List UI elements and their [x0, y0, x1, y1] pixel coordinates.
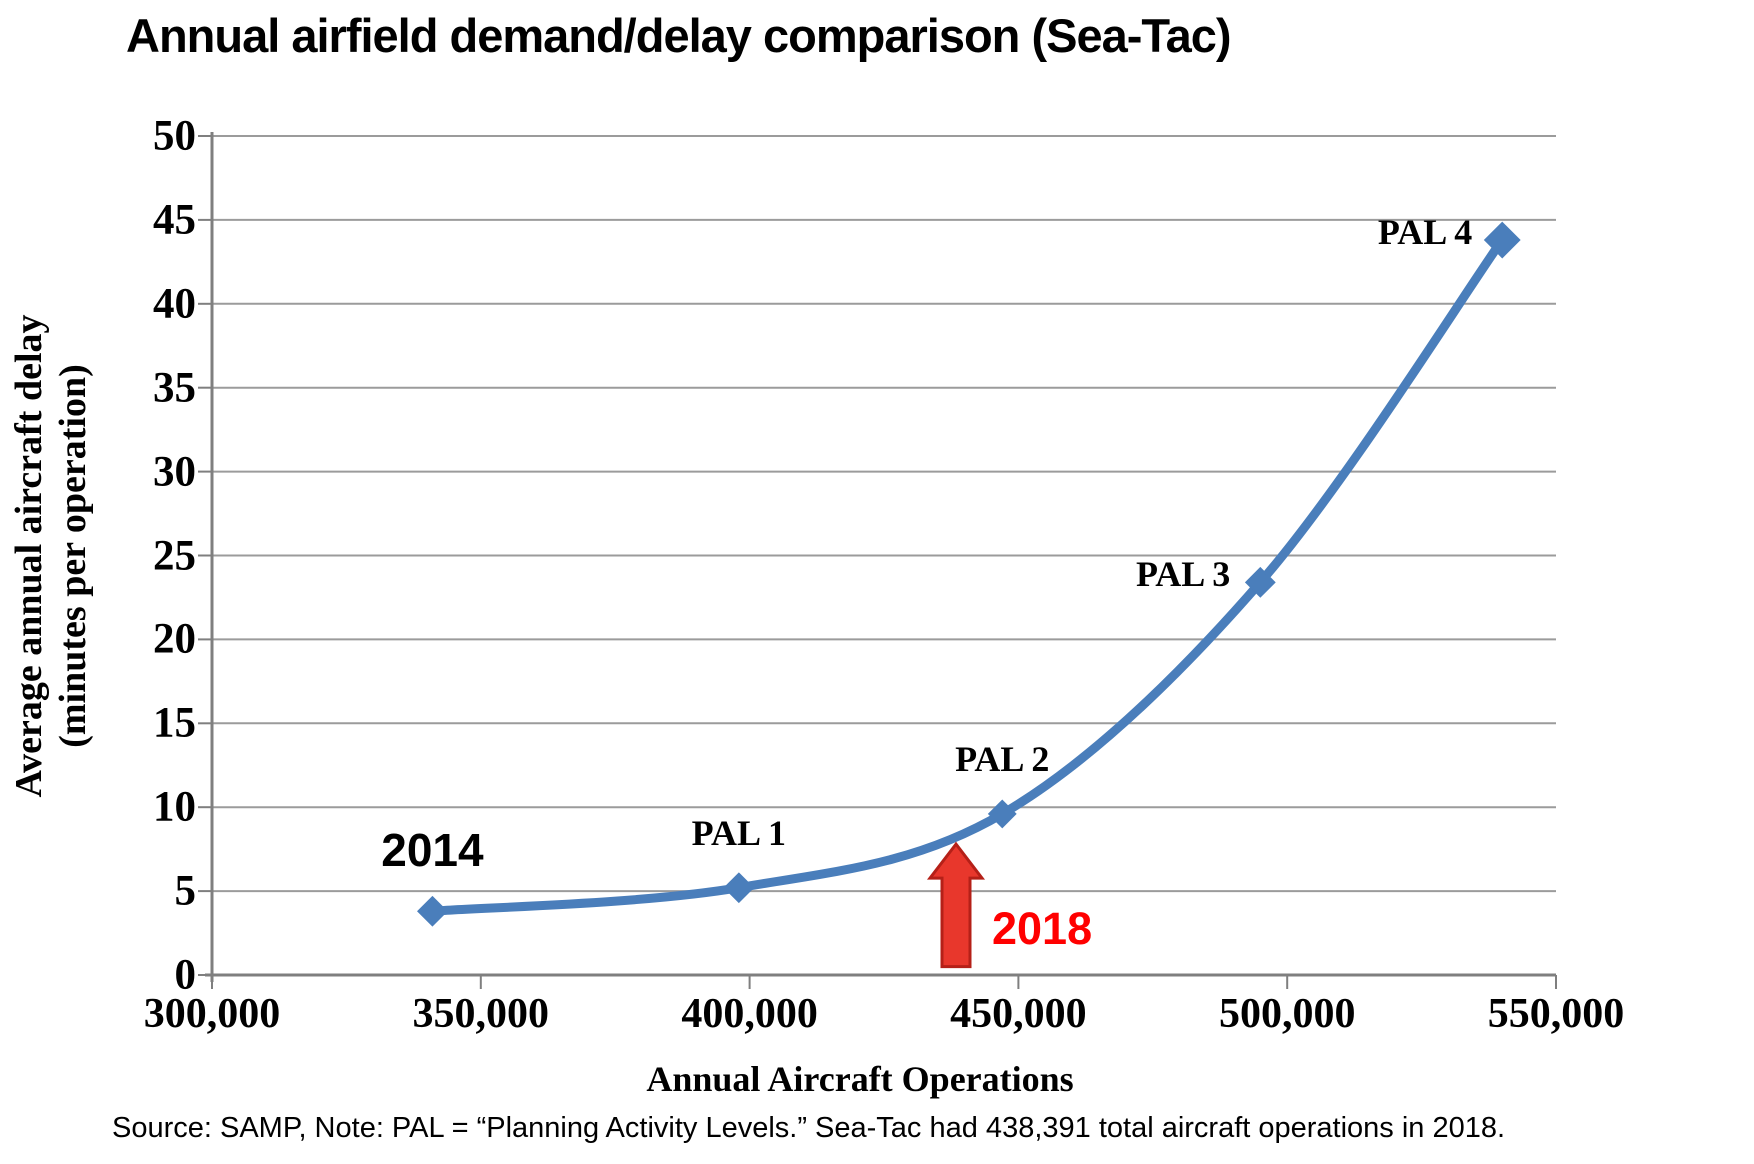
y-tick-label-5: 5: [174, 867, 197, 915]
y-tick-label-10: 10: [153, 783, 196, 831]
y-tick-label-30: 30: [153, 448, 196, 496]
delay-curve: [427, 235, 1507, 916]
y-tick-label-25: 25: [153, 532, 196, 579]
data-point-marker-pal-1: [723, 872, 755, 904]
point-label-pal-1: PAL 1: [691, 812, 787, 853]
annotation-arrow-up: [926, 841, 986, 969]
chart-title: Annual airfield demand/delay comparison …: [126, 9, 1232, 62]
x-tick-label-350000: 350,000: [412, 991, 550, 1037]
annotation-2018-label: 2018: [991, 903, 1093, 954]
point-label-pal-3: PAL 3: [1135, 554, 1231, 595]
y-tick-label-40: 40: [153, 280, 196, 328]
x-tick-label-400000: 400,000: [681, 991, 818, 1037]
x-tick-label-500000: 500,000: [1218, 991, 1356, 1037]
point-label-pal-2: PAL 2: [955, 738, 1050, 779]
y-tick-label-20: 20: [153, 615, 196, 663]
x-tick-label-300000: 300,000: [143, 991, 281, 1037]
x-axis-title: Annual Aircraft Operations: [646, 1059, 1074, 1099]
data-point-marker-pal-3: [1244, 566, 1276, 598]
point-label-2014: 2014: [381, 824, 484, 877]
x-tick-label-450000: 450,000: [950, 991, 1087, 1037]
data-point-marker-pal-4: [1483, 221, 1521, 259]
source-note: Source: SAMP, Note: PAL = “Planning Acti…: [112, 1112, 1506, 1144]
y-tick-label-0: 0: [174, 951, 197, 999]
y-tick-label-15: 15: [153, 699, 196, 747]
y-tick-label-35: 35: [153, 364, 196, 412]
y-tick-label-45: 45: [153, 196, 196, 244]
point-label-pal-4: PAL 4: [1377, 212, 1473, 253]
x-tick-label-550000: 550,000: [1487, 991, 1625, 1037]
data-point-marker-2014: [417, 895, 448, 927]
y-tick-label-50: 50: [153, 112, 196, 160]
data-point-marker-pal-2: [987, 799, 1017, 829]
